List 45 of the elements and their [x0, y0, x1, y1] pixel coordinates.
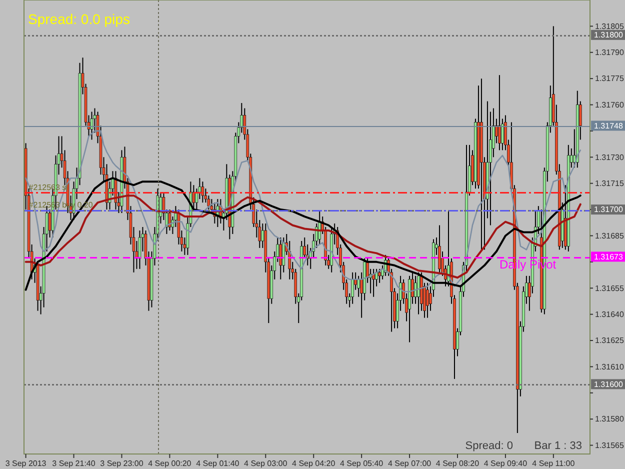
candlestick — [426, 282, 429, 318]
x-tick-label: 4 Sep 11:00 — [532, 459, 576, 468]
y-tick-label: 1.31805 — [595, 22, 624, 31]
y-tick-label: 1.31655 — [595, 284, 624, 293]
candlestick — [201, 181, 204, 204]
x-tick-label: 3 Sep 21:40 — [52, 459, 96, 468]
candlestick — [378, 268, 381, 284]
x-tick-label: 4 Sep 04:20 — [292, 459, 336, 468]
candlestick — [279, 236, 282, 280]
annotation: Spread: 0.0 pips — [28, 11, 130, 27]
y-tick-label: 1.31640 — [595, 310, 624, 319]
candlestick — [357, 275, 360, 298]
annotation: Spread: 0 — [465, 440, 513, 452]
annotation: Bar 1 : 33 — [534, 440, 582, 452]
x-tick-label: 4 Sep 00:20 — [148, 459, 192, 468]
x-tick-label: 4 Sep 01:40 — [196, 459, 240, 468]
x-tick-label: 4 Sep 05:40 — [340, 459, 384, 468]
candlestick — [438, 224, 441, 273]
y-tick-label: 1.31610 — [595, 362, 624, 372]
y-tick-label: 1.31685 — [595, 231, 624, 240]
y-tick-label: 1.31790 — [595, 48, 624, 58]
candlestick — [90, 111, 94, 140]
candlestick — [351, 272, 354, 304]
x-tick-label: 3 Sep 2013 — [5, 459, 47, 468]
y-tick-label: 1.31565 — [595, 440, 624, 450]
candlestick — [138, 230, 142, 270]
ref-line-label: 1.31600 — [594, 380, 624, 389]
x-tick-label: 4 Sep 07:00 — [388, 459, 432, 468]
y-tick-label: 1.31775 — [595, 74, 624, 84]
y-tick-label: 1.31625 — [595, 336, 624, 346]
x-tick-label: 4 Sep 03:00 — [244, 459, 288, 468]
x-tick-label: 4 Sep 09:40 — [484, 459, 528, 468]
y-tick-label: 1.31715 — [595, 178, 624, 188]
candlestick — [498, 74, 501, 151]
ref-line-label: 1.31673 — [594, 252, 624, 262]
x-tick-label: 4 Sep 08:20 — [436, 459, 480, 468]
y-tick-label: 1.31580 — [595, 414, 624, 424]
ref-line-label: 1.31700 — [594, 205, 624, 214]
y-tick-label: 1.31760 — [595, 100, 624, 110]
ref-line-label: 1.31748 — [594, 121, 624, 130]
ref-line-label: 1.31800 — [594, 30, 624, 40]
candlestick — [414, 275, 417, 304]
y-tick-label: 1.31730 — [595, 152, 624, 162]
candlestick — [168, 209, 172, 231]
x-tick-label: 3 Sep 23:00 — [100, 459, 144, 468]
